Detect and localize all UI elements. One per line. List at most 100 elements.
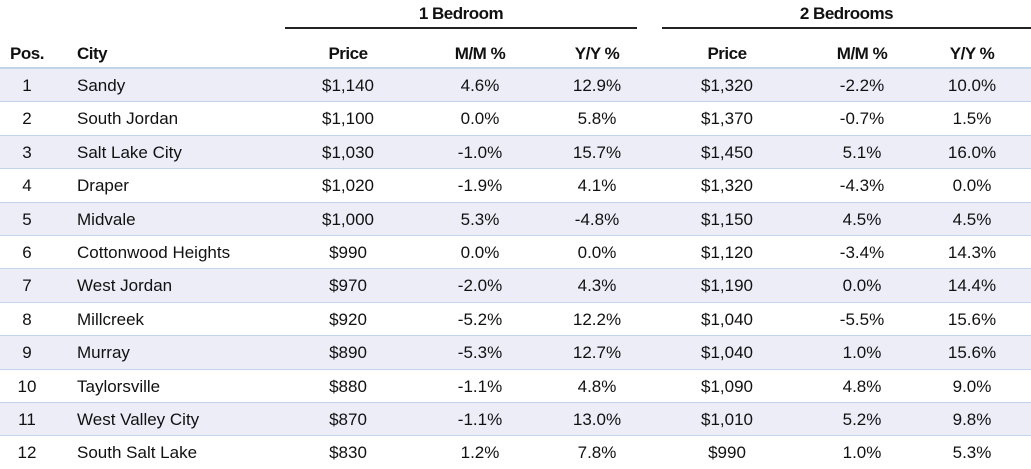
table-cell: 4.8%: [842, 376, 882, 396]
table-cell: South Salt Lake: [77, 443, 198, 463]
table-cell: 15.6%: [947, 343, 997, 363]
column-header: M/M %: [836, 44, 888, 63]
column-header: Price: [328, 44, 368, 63]
table-cell: -5.5%: [839, 309, 885, 329]
table-cell: South Jordan: [77, 109, 179, 129]
row-border: [0, 201, 1031, 204]
table-cell: $890: [329, 343, 367, 363]
table-cell: 4.5%: [952, 209, 992, 229]
table-cell: $1,040: [701, 309, 753, 329]
table-cell: 0.0%: [577, 243, 617, 262]
column-header: Y/Y %: [574, 44, 620, 63]
row-background: [0, 436, 1031, 469]
group-header: 1 Bedroom: [418, 4, 504, 23]
table-cell: -4.3%: [839, 176, 885, 196]
table-cell: 1.2%: [460, 443, 500, 463]
table-cell: 4.3%: [577, 276, 617, 296]
row-border: [0, 168, 1031, 170]
table-cell: 12: [17, 443, 37, 463]
table-cell: 14.4%: [947, 276, 997, 296]
table-cell: 5.2%: [842, 410, 882, 429]
row-border: [0, 268, 1031, 270]
table-cell: 1.5%: [952, 109, 992, 129]
table-cell: $1,370: [701, 109, 753, 129]
table-cell: $1,030: [322, 142, 374, 162]
table-cell: 4.8%: [577, 376, 617, 396]
table-cell: 8: [22, 309, 32, 329]
row-background: [0, 269, 1031, 302]
row-border: [0, 235, 1031, 237]
row-background: [0, 169, 1031, 202]
row-border: [0, 301, 1031, 304]
table-cell: -2.2%: [839, 76, 885, 95]
table-cell: 3: [22, 142, 32, 162]
table-cell: 0.0%: [460, 243, 500, 262]
table-cell: 14.3%: [947, 243, 997, 262]
table-cell: 16.0%: [947, 142, 997, 162]
table-cell: -1.1%: [457, 376, 503, 396]
table-cell: -4.8%: [574, 209, 620, 229]
table-cell: $1,100: [322, 109, 374, 129]
row-background: [0, 69, 1031, 102]
column-header: M/M %: [454, 44, 506, 63]
row-background: [0, 403, 1031, 436]
table-cell: $1,020: [322, 176, 374, 196]
table-cell: 12.2%: [572, 309, 622, 329]
table-cell: 12.9%: [572, 76, 622, 95]
table-cell: 5.1%: [842, 142, 882, 162]
table-cell: -0.7%: [839, 109, 885, 129]
table-cell: $870: [329, 410, 367, 429]
table-cell: 0.0%: [460, 109, 500, 129]
table-cell: West Valley City: [77, 410, 200, 429]
table-cell: 9: [22, 343, 32, 363]
table-cell: 5: [22, 209, 32, 229]
group-underline: [285, 27, 637, 29]
table-cell: 9.8%: [952, 410, 992, 429]
row-background: [0, 236, 1031, 269]
table-cell: -3.4%: [839, 243, 885, 262]
table-cell: Sandy: [77, 76, 126, 95]
column-header: Pos.: [10, 44, 44, 63]
row-border: [0, 368, 1031, 371]
table-cell: 9.0%: [952, 376, 992, 396]
table-cell: 1.0%: [842, 443, 882, 463]
table-cell: 0.0%: [952, 176, 992, 196]
table-cell: Salt Lake City: [77, 142, 182, 162]
row-background: [0, 202, 1031, 235]
table-cell: $1,190: [701, 276, 753, 296]
table-cell: $1,150: [701, 209, 753, 229]
header-border: [0, 67, 1031, 69]
table-cell: $880: [329, 376, 367, 396]
table-cell: $1,140: [322, 76, 374, 95]
table-cell: -2.0%: [457, 276, 503, 296]
table-cell: -1.1%: [457, 410, 503, 429]
table-cell: 1: [22, 76, 32, 95]
table-cell: 0.0%: [842, 276, 882, 296]
table-cell: 7: [22, 276, 32, 296]
row-border: [0, 101, 1031, 103]
column-header: City: [77, 44, 108, 63]
table-cell: $1,320: [701, 176, 753, 196]
table-cell: 15.6%: [947, 309, 997, 329]
table-cell: $1,090: [701, 376, 753, 396]
table-cell: Midvale: [77, 209, 136, 229]
table-cell: 4.6%: [460, 76, 500, 95]
table-cell: 12.7%: [572, 343, 622, 363]
table-cell: $1,320: [701, 76, 753, 95]
table-cell: 6: [22, 243, 32, 262]
table-cell: $1,000: [322, 209, 374, 229]
table-cell: 4.5%: [842, 209, 882, 229]
row-border: [0, 402, 1031, 404]
row-background: [0, 102, 1031, 135]
table-cell: 13.0%: [572, 410, 622, 429]
table-cell: $1,010: [701, 410, 753, 429]
table-cell: $1,450: [701, 142, 753, 162]
row-background: [0, 302, 1031, 336]
table-cell: 4.1%: [577, 176, 617, 196]
table-cell: Draper: [77, 176, 129, 196]
row-background: [0, 336, 1031, 369]
table-cell: 2: [22, 109, 32, 129]
group-header: 2 Bedrooms: [799, 4, 894, 23]
table-cell: $920: [329, 309, 367, 329]
